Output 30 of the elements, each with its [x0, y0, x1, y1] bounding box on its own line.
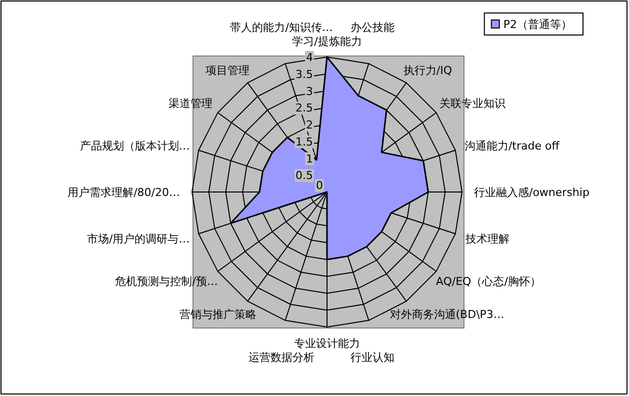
spoke-label: 营销与推广策略	[179, 308, 256, 322]
spoke-label: 行业融入感/ownership	[474, 186, 590, 199]
spoke-label: 项目管理	[206, 64, 250, 77]
y-tick-label: 2	[306, 118, 313, 132]
spoke-label: 专业设计能力	[294, 337, 360, 350]
y-tick-label: 4	[306, 51, 313, 64]
spoke-label: 办公技能	[350, 21, 394, 34]
spoke-label: 产品规划（版本计划…	[80, 139, 190, 152]
spoke-label: 对外商务沟通(BD\P3…	[390, 308, 504, 322]
y-tick-label: 3	[306, 84, 313, 98]
spoke-label: 运营数据分析	[248, 351, 315, 364]
spoke-label: 行业认知	[350, 351, 394, 364]
spoke-label: 用户需求理解/80/20…	[68, 186, 180, 199]
spoke-label: 执行力/IQ	[403, 64, 452, 77]
spoke-label: 渠道管理	[168, 97, 212, 110]
y-tick-label: 1	[306, 152, 313, 166]
legend-label: P2（普通等）	[503, 18, 572, 31]
spoke-label: 技术理解	[464, 232, 510, 246]
spoke-label: 危机预测与控制/预…	[115, 274, 218, 288]
y-tick-label: 0.5	[296, 169, 313, 182]
spoke-label: AQ/EQ（心态/胸怀）	[436, 274, 541, 288]
spoke-label: 市场/用户的调研与…	[86, 232, 190, 246]
spoke-label: 带人的能力/知识传…	[230, 21, 333, 34]
y-tick-label: 0	[316, 179, 323, 192]
spoke-label: 沟通能力/trade off	[464, 139, 560, 152]
spoke-label: 关联专业知识	[440, 97, 506, 110]
y-tick-label: 3.5	[296, 68, 313, 81]
y-tick-label: 1.5	[296, 135, 313, 148]
y-tick-label: 2.5	[296, 102, 313, 115]
spoke-label: 学习/提炼能力	[292, 35, 362, 48]
